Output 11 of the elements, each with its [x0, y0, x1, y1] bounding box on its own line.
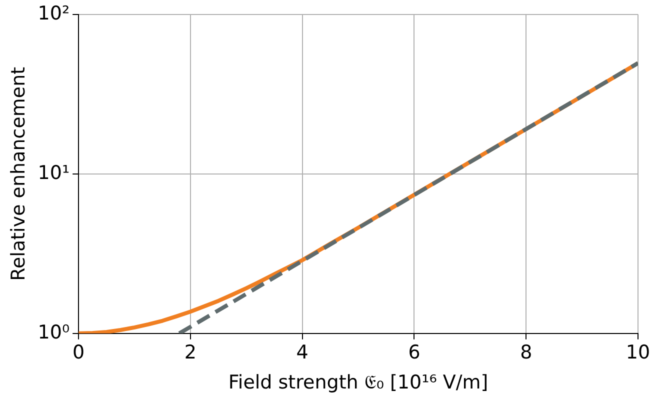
- y-tick-label: 10²: [38, 2, 70, 24]
- y-axis-title: Relative enhancement: [7, 66, 30, 281]
- y-tick-label: 10¹: [38, 162, 70, 184]
- x-tick-label: 10: [626, 342, 650, 364]
- x-tick-label: 0: [72, 342, 85, 364]
- x-axis-title: Field strength 𝔈₀ [10¹⁶ V/m]: [228, 372, 488, 394]
- x-tick-label: 8: [520, 342, 532, 364]
- x-tick-label: 2: [184, 342, 197, 364]
- y-tick-label: 10⁰: [38, 321, 70, 344]
- x-tick-label: 4: [296, 342, 308, 364]
- x-tick-label: 6: [408, 342, 420, 364]
